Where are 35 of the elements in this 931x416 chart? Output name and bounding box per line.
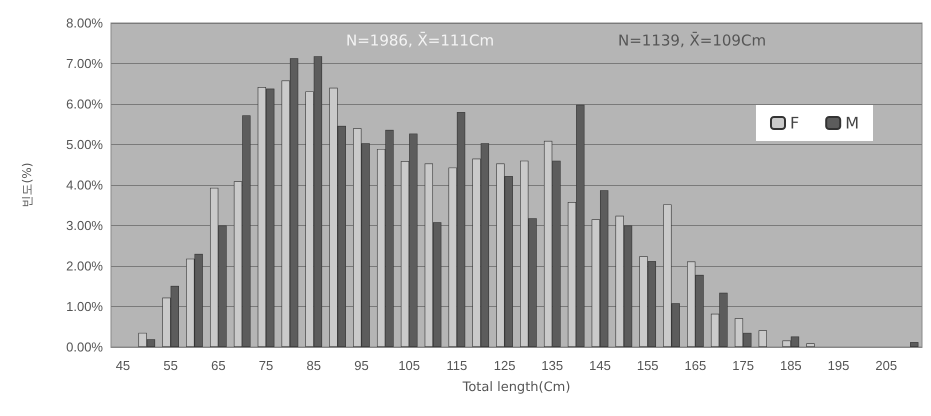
x-tick-label: 85: [306, 358, 321, 373]
legend-label: F: [790, 114, 800, 132]
x-tick-label: 205: [875, 358, 898, 373]
annotation: N=1986, X̄=111Cm: [346, 30, 494, 50]
x-tick-label: 155: [636, 358, 659, 373]
x-tick-label: 175: [732, 358, 754, 373]
y-tick-label: 7.00%: [66, 56, 104, 71]
legend-label: M: [845, 114, 860, 132]
y-tick-label: 4.00%: [66, 178, 104, 192]
x-tick-label: 135: [541, 358, 564, 373]
bar: [910, 342, 918, 347]
x-tick-label: 55: [163, 358, 178, 373]
x-tick-label: 195: [828, 358, 850, 373]
y-tick-label: 5.00%: [66, 137, 104, 152]
x-tick-label: 165: [684, 358, 706, 373]
x-tick-label: 75: [258, 358, 274, 373]
x-tick-label: 145: [589, 358, 611, 373]
y-tick-label: 8.00%: [66, 16, 104, 30]
y-tick-label: 3.00%: [66, 218, 104, 233]
x-tick-label: 125: [494, 358, 516, 373]
y-axis-title: 빈도(%): [20, 162, 34, 208]
x-tick-label: 115: [446, 358, 468, 373]
y-tick-label: 6.00%: [66, 96, 104, 112]
y-tick-label: 0.00%: [66, 340, 104, 354]
x-tick-label: 185: [780, 358, 802, 373]
x-tick-label: 45: [116, 358, 130, 373]
x-tick-label: 95: [354, 358, 369, 373]
y-tick-label: 1.00%: [66, 299, 104, 314]
x-axis-title: Total length(Cm): [462, 380, 570, 395]
y-tick-label: 2.00%: [66, 258, 104, 274]
x-tick-label: 65: [211, 358, 226, 373]
bar: [806, 343, 815, 347]
x-tick-label: 105: [398, 358, 420, 373]
annotation: N=1139, X̄=109Cm: [618, 30, 766, 50]
bar: [758, 330, 767, 347]
